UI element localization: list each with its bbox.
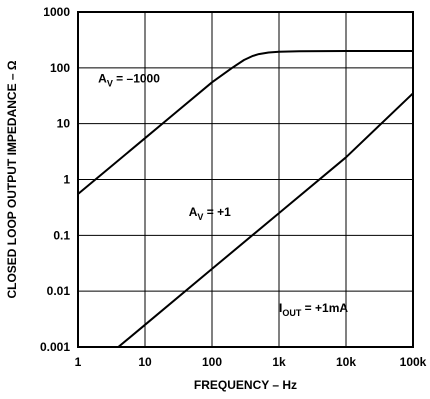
x-tick-label: 10k — [336, 355, 356, 369]
curve-annotation: AV = –1000 — [98, 71, 160, 88]
y-axis-label: CLOSED LOOP OUTPUT IMPEDANCE – Ω — [5, 60, 19, 298]
x-tick-label: 10 — [138, 355, 152, 369]
y-tick-label: 1000 — [43, 5, 70, 19]
annotations: AV = –1000 AV = +1 IOUT = +1mA — [98, 71, 348, 318]
grid — [78, 12, 413, 347]
y-tick-label: 0.001 — [40, 340, 70, 354]
x-axis-label: FREQUENCY – Hz — [194, 378, 297, 392]
x-tick-label: 1 — [75, 355, 82, 369]
curve-annotation: AV = +1 — [189, 205, 231, 222]
y-tick-label: 10 — [57, 117, 71, 131]
series-layer — [78, 51, 413, 347]
curve-annotation: IOUT = +1mA — [279, 301, 348, 318]
x-tick-label: 100 — [202, 355, 222, 369]
series-line-2 — [118, 93, 413, 347]
x-tick-label: 100k — [400, 355, 427, 369]
x-tick-label: 1k — [272, 355, 286, 369]
y-tick-label: 0.01 — [47, 284, 71, 298]
y-tick-label: 100 — [50, 61, 70, 75]
y-tick-label: 0.1 — [53, 228, 70, 242]
tick-labels: 1 10 100 1k 10k 100k 1000 100 10 1 0.1 0.01 0.001 — [40, 5, 427, 369]
y-tick-label: 1 — [63, 173, 70, 187]
